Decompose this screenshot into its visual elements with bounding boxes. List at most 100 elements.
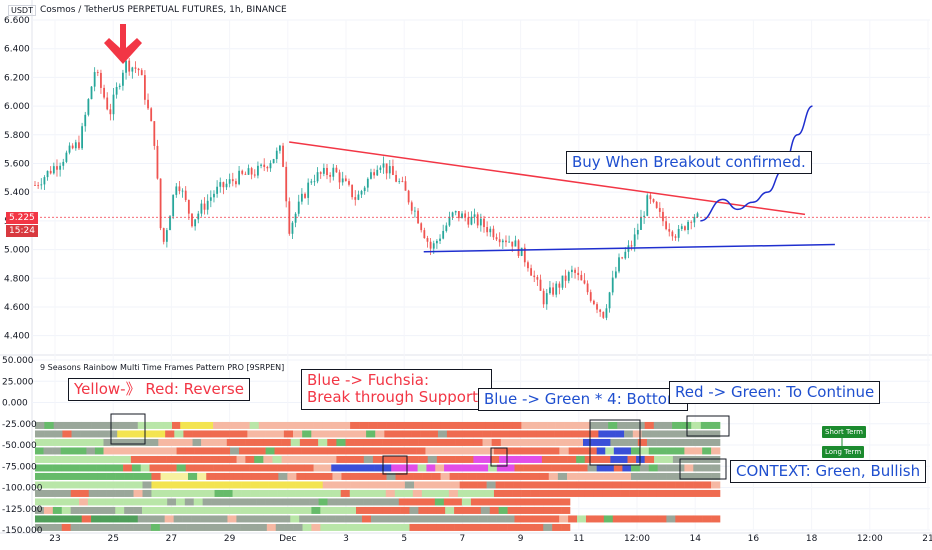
rainbow-r12-s0-b1	[43, 523, 54, 531]
rainbow-r5-s1-b2	[176, 464, 186, 472]
candle-body-26	[115, 86, 118, 95]
candle-body-47	[181, 190, 184, 192]
rainbow-r5-s2-b5	[365, 464, 375, 472]
candle-body-21	[100, 72, 102, 88]
rainbow-r11-s1-b20	[317, 515, 327, 523]
rainbow-r0-s5-b1	[529, 421, 539, 429]
rainbow-r5-s3-b5	[435, 464, 445, 472]
candle-body-97	[338, 172, 341, 183]
rainbow-r7-s1-b5	[196, 481, 206, 489]
rainbow-r0-s6-b0	[589, 421, 600, 429]
rainbow-r8-s1-b32	[439, 489, 450, 497]
rainbow-r4-s6-b3	[636, 455, 645, 463]
rainbow-r6-s4-b1	[639, 472, 650, 480]
rainbow-r2-s6-b2	[628, 438, 639, 446]
rainbow-r3-s2-b9	[265, 447, 275, 455]
rainbow-r7-s2-b2	[340, 481, 351, 489]
rainbow-r1-s4-b17	[536, 430, 546, 438]
rainbow-r7-s0-b2	[52, 481, 63, 489]
rainbow-r10-s1-b2	[159, 506, 170, 514]
rainbow-r0-s3-b12	[322, 421, 333, 429]
marks	[104, 24, 843, 480]
candle-body-141	[476, 214, 479, 226]
candle-body-177	[589, 292, 592, 301]
rainbow-r6-s2-b5	[251, 472, 261, 480]
rainbow-r9-s0-b16	[175, 498, 186, 506]
candle-body-99	[344, 178, 347, 182]
rainbow-r7-s0-b9	[115, 481, 125, 489]
rainbow-r11-s1-b25	[362, 515, 372, 523]
note-buy: Buy When Breakout confirmed.	[566, 151, 812, 175]
candle-body-133	[451, 212, 454, 217]
candle-body-83	[294, 213, 297, 223]
rainbow-r1-s1-b0	[117, 430, 128, 438]
rainbow-r4-s1-b13	[245, 455, 255, 463]
candle-body-45	[175, 186, 178, 195]
candle-body-6	[52, 166, 55, 174]
rainbow-r10-s2-b3	[382, 506, 392, 514]
rainbow-r0-s4-b12	[458, 421, 468, 429]
rainbow-r2-s3-b21	[418, 438, 429, 446]
rainbow-r3-s2-b3	[212, 447, 222, 455]
candle-body-154	[517, 240, 520, 256]
rainbow-r0-s2-b1	[180, 421, 189, 429]
candle-body-94	[329, 175, 332, 177]
candle-body-118	[404, 181, 407, 191]
rainbow-r0-s4-b17	[503, 421, 513, 429]
rainbow-r0-s0-b2	[53, 421, 64, 429]
rainbow-r3-s2-b10	[274, 447, 284, 455]
rainbow-r6-s2-b33	[503, 472, 513, 480]
rainbow-r4-s4-b7	[533, 455, 543, 463]
candle-body-52	[197, 213, 200, 220]
candle-body-153	[514, 240, 517, 247]
candle-body-80	[285, 166, 288, 202]
candle-body-194	[643, 215, 646, 217]
rainbow-r10-s2-b14	[480, 506, 491, 514]
rainbow-r0-s4-b13	[467, 421, 477, 429]
rainbow-r11-s2-b0	[514, 515, 524, 523]
rainbow-r10-s2-b23	[561, 506, 571, 514]
rainbow-r6-s2-b14	[332, 472, 342, 480]
rainbow-r4-s0-b1	[43, 455, 53, 463]
rainbow-r5-s6-b7	[693, 464, 703, 472]
candle-body-56	[209, 197, 212, 201]
rainbow-r1-s2-b2	[183, 430, 193, 438]
rainbow-r8-s1-b22	[349, 489, 360, 497]
candle-body-138	[467, 217, 470, 225]
rainbow-r9-s2-b1	[407, 498, 418, 506]
candle-body-41	[162, 228, 165, 242]
indicator-title: 9 Seasons Rainbow Multi Time Frames Patt…	[40, 363, 285, 372]
rainbow-r10-s1-b9	[222, 506, 232, 514]
rainbow-r11-s1-b38	[478, 515, 488, 523]
rainbow-r3-s2-b18	[345, 447, 355, 455]
last-price-tag: 5.225	[6, 212, 38, 224]
rainbow-r6-s2-b7	[269, 472, 279, 480]
rainbow-r8-s2-b17	[647, 489, 658, 497]
candle-body-143	[483, 218, 485, 228]
rainbow-r12-s2-b17	[561, 523, 571, 531]
rainbow-r11-s1-b10	[227, 515, 237, 523]
rainbow-r11-s2-b20	[693, 515, 703, 523]
rainbow-r1-s2-b7	[229, 430, 239, 438]
rainbow-r4-s1-b11	[227, 455, 237, 463]
rainbow-r7-s1-b18	[313, 481, 323, 489]
x-tick-10: 12:00	[624, 534, 650, 544]
rainbow-r3-s1-b3	[130, 447, 141, 455]
rainbow-r3-s2-b22	[381, 447, 391, 455]
candle-body-76	[272, 159, 275, 164]
rainbow-r12-s2-b6	[463, 523, 473, 531]
rainbow-r7-s3-b7	[522, 481, 532, 489]
candle-body-87	[307, 182, 310, 198]
rainbow-r1-s0-b0	[35, 430, 45, 438]
rainbow-r8-s2-b14	[620, 489, 630, 497]
rainbow-r9-s2-b17	[551, 498, 562, 506]
rainbow-r2-s3-b11	[327, 438, 337, 446]
rainbow-r8-s1-b8	[223, 489, 233, 497]
rainbow-r2-s3-b14	[354, 438, 365, 446]
note-continue: Red -> Green: To Continue	[669, 381, 881, 405]
rainbow-r5-s1-b3	[185, 464, 196, 472]
price-tick-4: 5.800	[4, 131, 30, 141]
rainbow-r3-s0-b2	[52, 447, 61, 455]
candle-body-59	[219, 182, 222, 187]
rainbow-r1-s4-b4	[420, 430, 430, 438]
